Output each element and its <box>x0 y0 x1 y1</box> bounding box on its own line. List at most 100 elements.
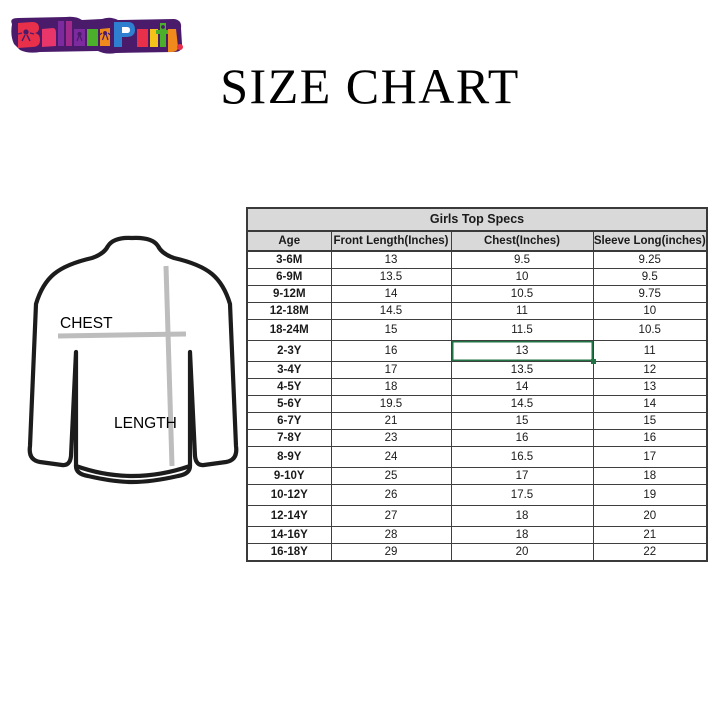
cell-sleeve-long[interactable]: 19 <box>592 484 708 506</box>
cell-chest[interactable]: 17.5 <box>450 484 594 506</box>
cell-age[interactable]: 6-7Y <box>246 412 332 430</box>
garment-outline <box>27 235 239 485</box>
cell-sleeve-long[interactable]: 17 <box>592 446 708 468</box>
fill-handle[interactable] <box>590 359 596 364</box>
cell-front-length[interactable]: 24 <box>330 446 452 468</box>
cell-sleeve-long[interactable]: 9.25 <box>592 250 708 269</box>
cell-chest[interactable]: 14 <box>450 378 594 396</box>
column-header-age: Age <box>246 230 332 252</box>
cell-age[interactable]: 5-6Y <box>246 395 332 413</box>
cell-chest[interactable]: 10 <box>450 268 594 286</box>
cell-chest[interactable]: 15 <box>450 412 594 430</box>
cell-age[interactable]: 3-6M <box>246 250 332 269</box>
cell-age[interactable]: 7-8Y <box>246 429 332 447</box>
cell-sleeve-long[interactable]: 13 <box>592 378 708 396</box>
cell-age[interactable]: 9-12M <box>246 285 332 303</box>
cell-front-length[interactable]: 16 <box>330 340 452 362</box>
cell-chest[interactable]: 11.5 <box>450 319 594 341</box>
table-row[interactable]: 3-6M 13 9.5 9.25 <box>246 250 708 269</box>
table-row[interactable]: 5-6Y 19.5 14.5 14 <box>246 395 708 413</box>
cell-front-length[interactable]: 23 <box>330 429 452 447</box>
cell-sleeve-long[interactable]: 15 <box>592 412 708 430</box>
table-row[interactable]: 9-12M 14 10.5 9.75 <box>246 285 708 303</box>
table-row[interactable]: 3-4Y 17 13.5 12 <box>246 361 708 379</box>
table-row[interactable]: 9-10Y 25 17 18 <box>246 467 708 485</box>
cell-chest[interactable]: 9.5 <box>450 250 594 269</box>
column-header-chest: Chest(Inches) <box>450 230 594 252</box>
table-row[interactable]: 10-12Y 26 17.5 19 <box>246 484 708 506</box>
cell-chest[interactable]: 17 <box>450 467 594 485</box>
column-header-sleeve-long: Sleeve Long(inches) <box>592 230 708 252</box>
cell-chest[interactable]: 18 <box>450 505 594 527</box>
cell-chest[interactable]: 13.5 <box>450 361 594 379</box>
cell-front-length[interactable]: 15 <box>330 319 452 341</box>
cell-front-length[interactable]: 17 <box>330 361 452 379</box>
cell-chest[interactable]: 16.5 <box>450 446 594 468</box>
cell-chest[interactable]: 11 <box>450 302 594 320</box>
table-row[interactable]: 7-8Y 23 16 16 <box>246 429 708 447</box>
cell-sleeve-long[interactable]: 14 <box>592 395 708 413</box>
cell-chest[interactable]: 14.5 <box>450 395 594 413</box>
cell-chest[interactable]: 18 <box>450 526 594 544</box>
table-caption-row: Girls Top Specs <box>246 207 708 232</box>
cell-sleeve-long[interactable]: 16 <box>592 429 708 447</box>
cell-front-length[interactable]: 13 <box>330 250 452 269</box>
table-row[interactable]: 6-9M 13.5 10 9.5 <box>246 268 708 286</box>
cell-front-length[interactable]: 28 <box>330 526 452 544</box>
logo-letter-shapes <box>11 16 183 54</box>
cell-chest-selected[interactable]: 13 <box>450 340 596 364</box>
cell-age[interactable]: 12-14Y <box>246 505 332 527</box>
cell-front-length[interactable]: 14 <box>330 285 452 303</box>
cell-age[interactable]: 8-9Y <box>246 446 332 468</box>
cell-age[interactable]: 2-3Y <box>246 340 332 362</box>
cell-front-length[interactable]: 18 <box>330 378 452 396</box>
cell-age[interactable]: 3-4Y <box>246 361 332 379</box>
cell-chest[interactable]: 16 <box>450 429 594 447</box>
cell-age[interactable]: 16-18Y <box>246 543 332 562</box>
cell-front-length[interactable]: 26 <box>330 484 452 506</box>
cell-sleeve-long[interactable]: 20 <box>592 505 708 527</box>
cell-sleeve-long[interactable]: 10 <box>592 302 708 320</box>
cell-sleeve-long[interactable]: 18 <box>592 467 708 485</box>
cell-age[interactable]: 9-10Y <box>246 467 332 485</box>
cell-front-length[interactable]: 19.5 <box>330 395 452 413</box>
cell-sleeve-long[interactable]: 9.5 <box>592 268 708 286</box>
length-label: LENGTH <box>114 415 177 432</box>
cell-age[interactable]: 12-18M <box>246 302 332 320</box>
cell-front-length[interactable]: 14.5 <box>330 302 452 320</box>
table-row[interactable]: 8-9Y 24 16.5 17 <box>246 446 708 468</box>
table-row[interactable]: 14-16Y 28 18 21 <box>246 526 708 544</box>
column-header-front-length: Front Length(Inches) <box>330 230 452 252</box>
cell-front-length[interactable]: 21 <box>330 412 452 430</box>
length-measure-line <box>163 265 175 467</box>
table-row[interactable]: 6-7Y 21 15 15 <box>246 412 708 430</box>
table-row[interactable]: 12-14Y 27 18 20 <box>246 505 708 527</box>
cell-age[interactable]: 10-12Y <box>246 484 332 506</box>
cell-sleeve-long[interactable]: 12 <box>592 361 708 379</box>
chest-measure-line <box>57 331 187 339</box>
cell-sleeve-long[interactable]: 9.75 <box>592 285 708 303</box>
size-chart-table: Girls Top Specs Age Front Length(Inches)… <box>246 207 708 562</box>
cell-age[interactable]: 14-16Y <box>246 526 332 544</box>
chest-label: CHEST <box>60 315 113 332</box>
table-row[interactable]: 18-24M 15 11.5 10.5 <box>246 319 708 341</box>
cell-chest[interactable]: 10.5 <box>450 285 594 303</box>
cell-front-length[interactable]: 25 <box>330 467 452 485</box>
cell-age[interactable]: 6-9M <box>246 268 332 286</box>
cell-sleeve-long[interactable]: 22 <box>592 543 708 562</box>
cell-age[interactable]: 4-5Y <box>246 378 332 396</box>
table-row[interactable]: 16-18Y 29 20 22 <box>246 543 708 562</box>
table-row[interactable]: 4-5Y 18 14 13 <box>246 378 708 396</box>
cell-age[interactable]: 18-24M <box>246 319 332 341</box>
table-row[interactable]: 2-3Y 16 13 11 <box>246 340 708 364</box>
cell-sleeve-long[interactable]: 21 <box>592 526 708 544</box>
cell-front-length[interactable]: 27 <box>330 505 452 527</box>
cell-chest[interactable]: 20 <box>450 543 594 562</box>
table-row[interactable]: 12-18M 14.5 11 10 <box>246 302 708 320</box>
cell-sleeve-long[interactable]: 11 <box>592 340 708 362</box>
table-header-row: Age Front Length(Inches) Chest(Inches) S… <box>246 230 708 252</box>
cell-front-length[interactable]: 13.5 <box>330 268 452 286</box>
cell-sleeve-long[interactable]: 10.5 <box>592 319 708 341</box>
long-sleeve-top-illustration: CHEST LENGTH <box>14 228 250 486</box>
cell-front-length[interactable]: 29 <box>330 543 452 562</box>
